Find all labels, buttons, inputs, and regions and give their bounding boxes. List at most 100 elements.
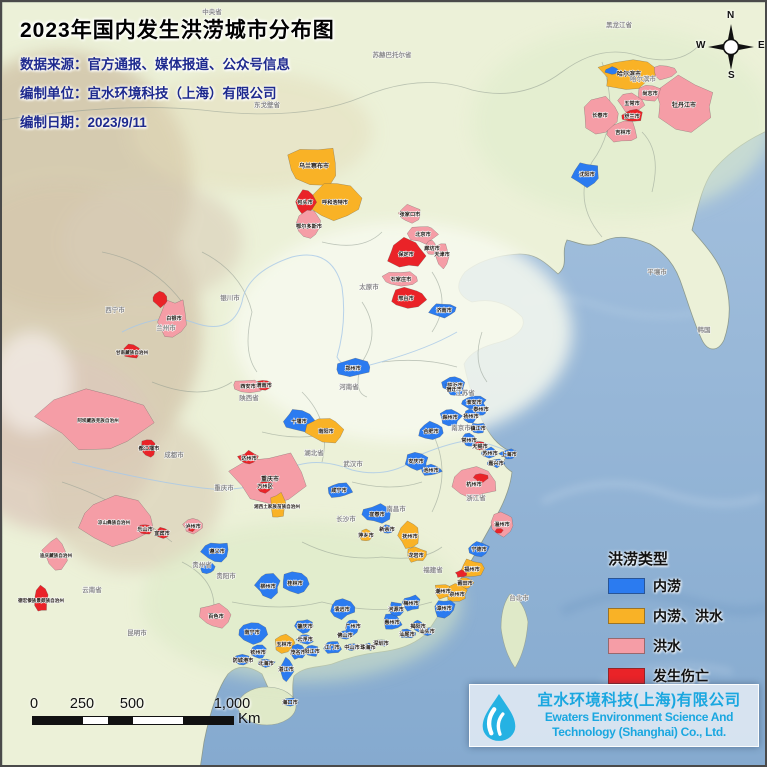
context-label: 哈尔滨市	[630, 74, 657, 83]
city-region	[411, 619, 424, 633]
city-region-label: 吉林市	[615, 128, 631, 136]
city-region	[434, 243, 450, 270]
city-region	[200, 542, 229, 563]
city-region	[472, 473, 489, 484]
city-region	[404, 452, 429, 471]
city-region-label: 泉州市	[448, 590, 465, 598]
city-region	[421, 463, 443, 476]
city-region	[638, 84, 661, 102]
context-label: 韩国	[698, 325, 712, 334]
city-region	[481, 446, 499, 459]
city-region	[346, 643, 359, 651]
terrain	[2, 27, 765, 682]
city-region	[270, 491, 286, 518]
city-region-label: 舒兰市	[624, 112, 640, 120]
city-region	[361, 503, 391, 524]
city-region	[472, 441, 486, 451]
city-region-label: 杭州市	[466, 480, 482, 488]
city-region-label: 柳州市	[260, 582, 276, 590]
company-logo-text: 宜水环境科技(上海)有限公司 Ewaters Environment Scien…	[526, 692, 752, 739]
city-region-label: 镇江市	[470, 424, 486, 432]
context-label: 平壤市	[647, 267, 667, 276]
city-region	[463, 408, 477, 424]
city-region-label: 十堰市	[291, 417, 307, 425]
city-region-label: 张家口市	[400, 210, 422, 218]
scale-tick-250: 250	[69, 696, 95, 712]
scale-bar: 0 250 500 1,000 Km	[24, 696, 274, 732]
city-region-label: 中山市	[344, 643, 360, 651]
city-region	[250, 644, 267, 659]
city-region	[420, 627, 434, 637]
city-region	[439, 409, 463, 427]
date-line: 编制日期：2023/9/11	[20, 115, 147, 130]
city-region	[338, 630, 353, 640]
legend: 洪涝类型 内涝 内涝、洪水 洪水 发生伤亡	[608, 548, 723, 696]
city-region	[188, 526, 196, 533]
city-region-label: 白银市	[166, 314, 182, 322]
context-label: 南昌市	[386, 504, 406, 513]
city-region-label: 天津市	[434, 250, 450, 258]
city-region-label: 迪庆藏族自治州	[40, 552, 73, 559]
context-label: 湖北省	[304, 448, 324, 457]
city-region-label: 佛山市	[336, 631, 353, 639]
city-region-label: 泸州市	[185, 522, 201, 530]
scale-unit-label: Km	[238, 710, 261, 727]
city-region-label: 临沂市	[447, 381, 463, 389]
city-region-label: 广州市	[345, 622, 361, 630]
legend-items: 内涝 内涝、洪水 洪水 发生伤亡	[608, 576, 723, 686]
city-region-label: 廊坊市	[424, 244, 440, 252]
city-region	[494, 528, 504, 534]
city-region-label: 乐山市	[137, 525, 153, 533]
city-region-label: 鄂尔多斯市	[296, 222, 323, 230]
city-region	[401, 594, 421, 612]
city-region-label: 渭南市	[256, 381, 272, 389]
city-region-label: 莆田市	[457, 579, 473, 587]
city-region-label: 湛江市	[278, 665, 294, 673]
city-region	[583, 96, 619, 135]
city-region-label: 萍乡市	[358, 531, 374, 539]
city-region-label: 龙岩市	[407, 551, 424, 559]
city-region	[487, 458, 506, 469]
company-name-en-2: Technology (Shanghai) Co., Ltd.	[552, 724, 726, 739]
context-label: 东戈壁省	[254, 100, 281, 109]
city-region	[470, 422, 486, 434]
compass-star-icon	[708, 24, 754, 70]
city-region	[425, 239, 437, 255]
city-region	[380, 524, 393, 534]
city-region-label: 上海市	[501, 450, 517, 458]
compass-west-label: W	[696, 40, 706, 51]
city-region-label: 无锡市	[471, 442, 488, 450]
city-region-label: 哈尔滨市	[617, 70, 641, 78]
city-region-label: 揭阳市	[410, 622, 426, 630]
city-region-label: 温州市	[494, 520, 510, 528]
city-region-label: 咸宁市	[331, 486, 347, 494]
city-region-label: 泰州市	[472, 405, 489, 413]
city-region	[655, 74, 714, 133]
city-region-label: 宜宾市	[154, 529, 170, 537]
water-drop-icon	[482, 693, 516, 741]
city-region-label: 保定市	[397, 250, 414, 258]
city-region-label: 湘西土家族苗族自治州	[254, 503, 300, 510]
city-region	[256, 380, 272, 391]
city-region	[570, 162, 599, 189]
city-region	[123, 343, 143, 359]
city-region-label: 梅州市	[403, 599, 419, 607]
city-region-label: 五常市	[624, 99, 640, 107]
city-region	[330, 598, 356, 621]
map-title: 2023年国内发生洪涝城市分布图	[20, 19, 335, 42]
city-region-label: 桂林市	[286, 579, 303, 587]
city-region	[475, 401, 487, 416]
city-region-label: 沈阳市	[579, 170, 595, 178]
city-region	[468, 541, 490, 558]
context-label: 黑龙江省	[606, 20, 633, 29]
scale-tick-0: 0	[29, 696, 39, 712]
context-label: 长沙市	[336, 514, 356, 523]
legend-item: 内涝	[608, 576, 723, 596]
context-label: 江苏省	[455, 388, 475, 397]
legend-item: 发生伤亡	[608, 666, 723, 686]
city-region-label: 重庆市	[261, 475, 279, 483]
city-region-label: 滁州市	[442, 413, 458, 421]
city-region-label: 福州市	[463, 565, 480, 573]
city-region	[78, 494, 154, 548]
